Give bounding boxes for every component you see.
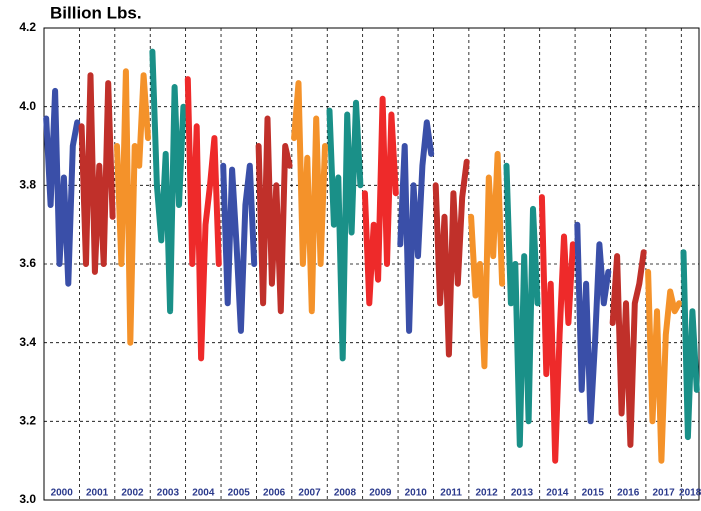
year-line	[397, 119, 435, 334]
year-label: 2012	[475, 488, 498, 499]
year-label: 2014	[546, 488, 569, 499]
year-line	[149, 48, 187, 315]
y-tick-label: 4.0	[19, 99, 36, 113]
year-label: 2007	[298, 488, 321, 499]
year-line	[680, 249, 700, 441]
chart-title: Billion Lbs.	[50, 3, 142, 22]
y-tick-label: 3.6	[19, 256, 36, 270]
year-line	[503, 162, 541, 448]
year-line	[291, 80, 328, 315]
year-label: 2002	[121, 488, 144, 499]
year-line	[574, 221, 612, 425]
labels: 3.0 3.2 3.4 3.6 3.8 4.0 4.2 2000 2001 2002 2003 200…	[19, 20, 701, 506]
year-label: 2006	[263, 488, 286, 499]
year-label: 2011	[440, 488, 462, 499]
y-tick-label: 3.8	[19, 178, 36, 192]
year-line	[361, 95, 399, 307]
year-line	[43, 87, 81, 287]
grid	[43, 27, 700, 501]
year-label: 2018	[679, 488, 701, 499]
year-label: 2003	[157, 488, 180, 499]
year-line	[432, 158, 470, 358]
year-line	[609, 249, 647, 448]
year-line	[255, 115, 293, 315]
year-label: 2009	[369, 488, 392, 499]
year-label: 2013	[511, 488, 534, 499]
year-label: 2016	[617, 488, 640, 499]
year-line	[326, 99, 364, 362]
year-label: 2015	[582, 488, 605, 499]
year-label: 2005	[228, 488, 251, 499]
year-line	[220, 162, 258, 334]
year-label: 2010	[405, 488, 428, 499]
y-tick-label: 3.4	[19, 335, 36, 349]
year-label: 2004	[192, 488, 215, 499]
year-line	[645, 268, 683, 464]
y-tick-label: 3.2	[19, 414, 36, 428]
year-line	[184, 76, 222, 362]
year-label: 2001	[86, 488, 109, 499]
lines	[43, 48, 700, 464]
year-line	[468, 150, 506, 370]
year-label: 2008	[334, 488, 357, 499]
year-line	[114, 68, 151, 346]
y-tick-label: 4.2	[19, 20, 36, 34]
year-label: 2017	[652, 488, 675, 499]
year-label: 2000	[51, 488, 74, 499]
year-line	[78, 72, 116, 275]
year-line	[538, 194, 576, 464]
y-tick-label: 3.0	[19, 492, 36, 506]
